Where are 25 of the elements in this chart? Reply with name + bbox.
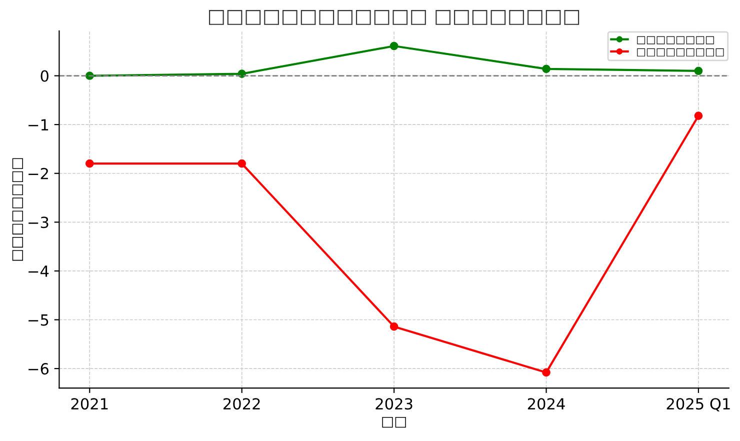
point [390, 42, 398, 50]
x-tick-label: 2024 [528, 398, 565, 410]
point [238, 159, 246, 168]
x-tick-label: 2023 [376, 398, 412, 410]
x-tick-label: 2021 [71, 398, 108, 410]
point [542, 64, 550, 74]
x-axis-title: □□ [382, 416, 406, 428]
y-tick-label: 0 [40, 70, 48, 82]
y-tick-label: −2 [28, 168, 48, 180]
point [390, 322, 398, 331]
y-axis-title: □□□□□□□□ [12, 158, 23, 261]
point [694, 112, 703, 120]
y-tick-label: −3 [28, 216, 48, 228]
y-tick-label: −4 [28, 266, 49, 277]
y-tick-label: −1 [28, 119, 48, 130]
y-tick-label: −6 [28, 363, 49, 375]
x-tick-label: 2022 [224, 398, 260, 410]
y-tick-label: −5 [28, 314, 48, 326]
legend-label: □□□□□□□□□ [637, 48, 724, 56]
chart-title: □□□□□□□□□□□□ □□□□□□□□ [209, 10, 580, 25]
point [694, 66, 703, 76]
point [85, 159, 94, 168]
point [542, 368, 550, 377]
legend-label: □□□□□□□□ [637, 36, 714, 44]
x-tick-label: 2025 Q1 [666, 398, 730, 412]
